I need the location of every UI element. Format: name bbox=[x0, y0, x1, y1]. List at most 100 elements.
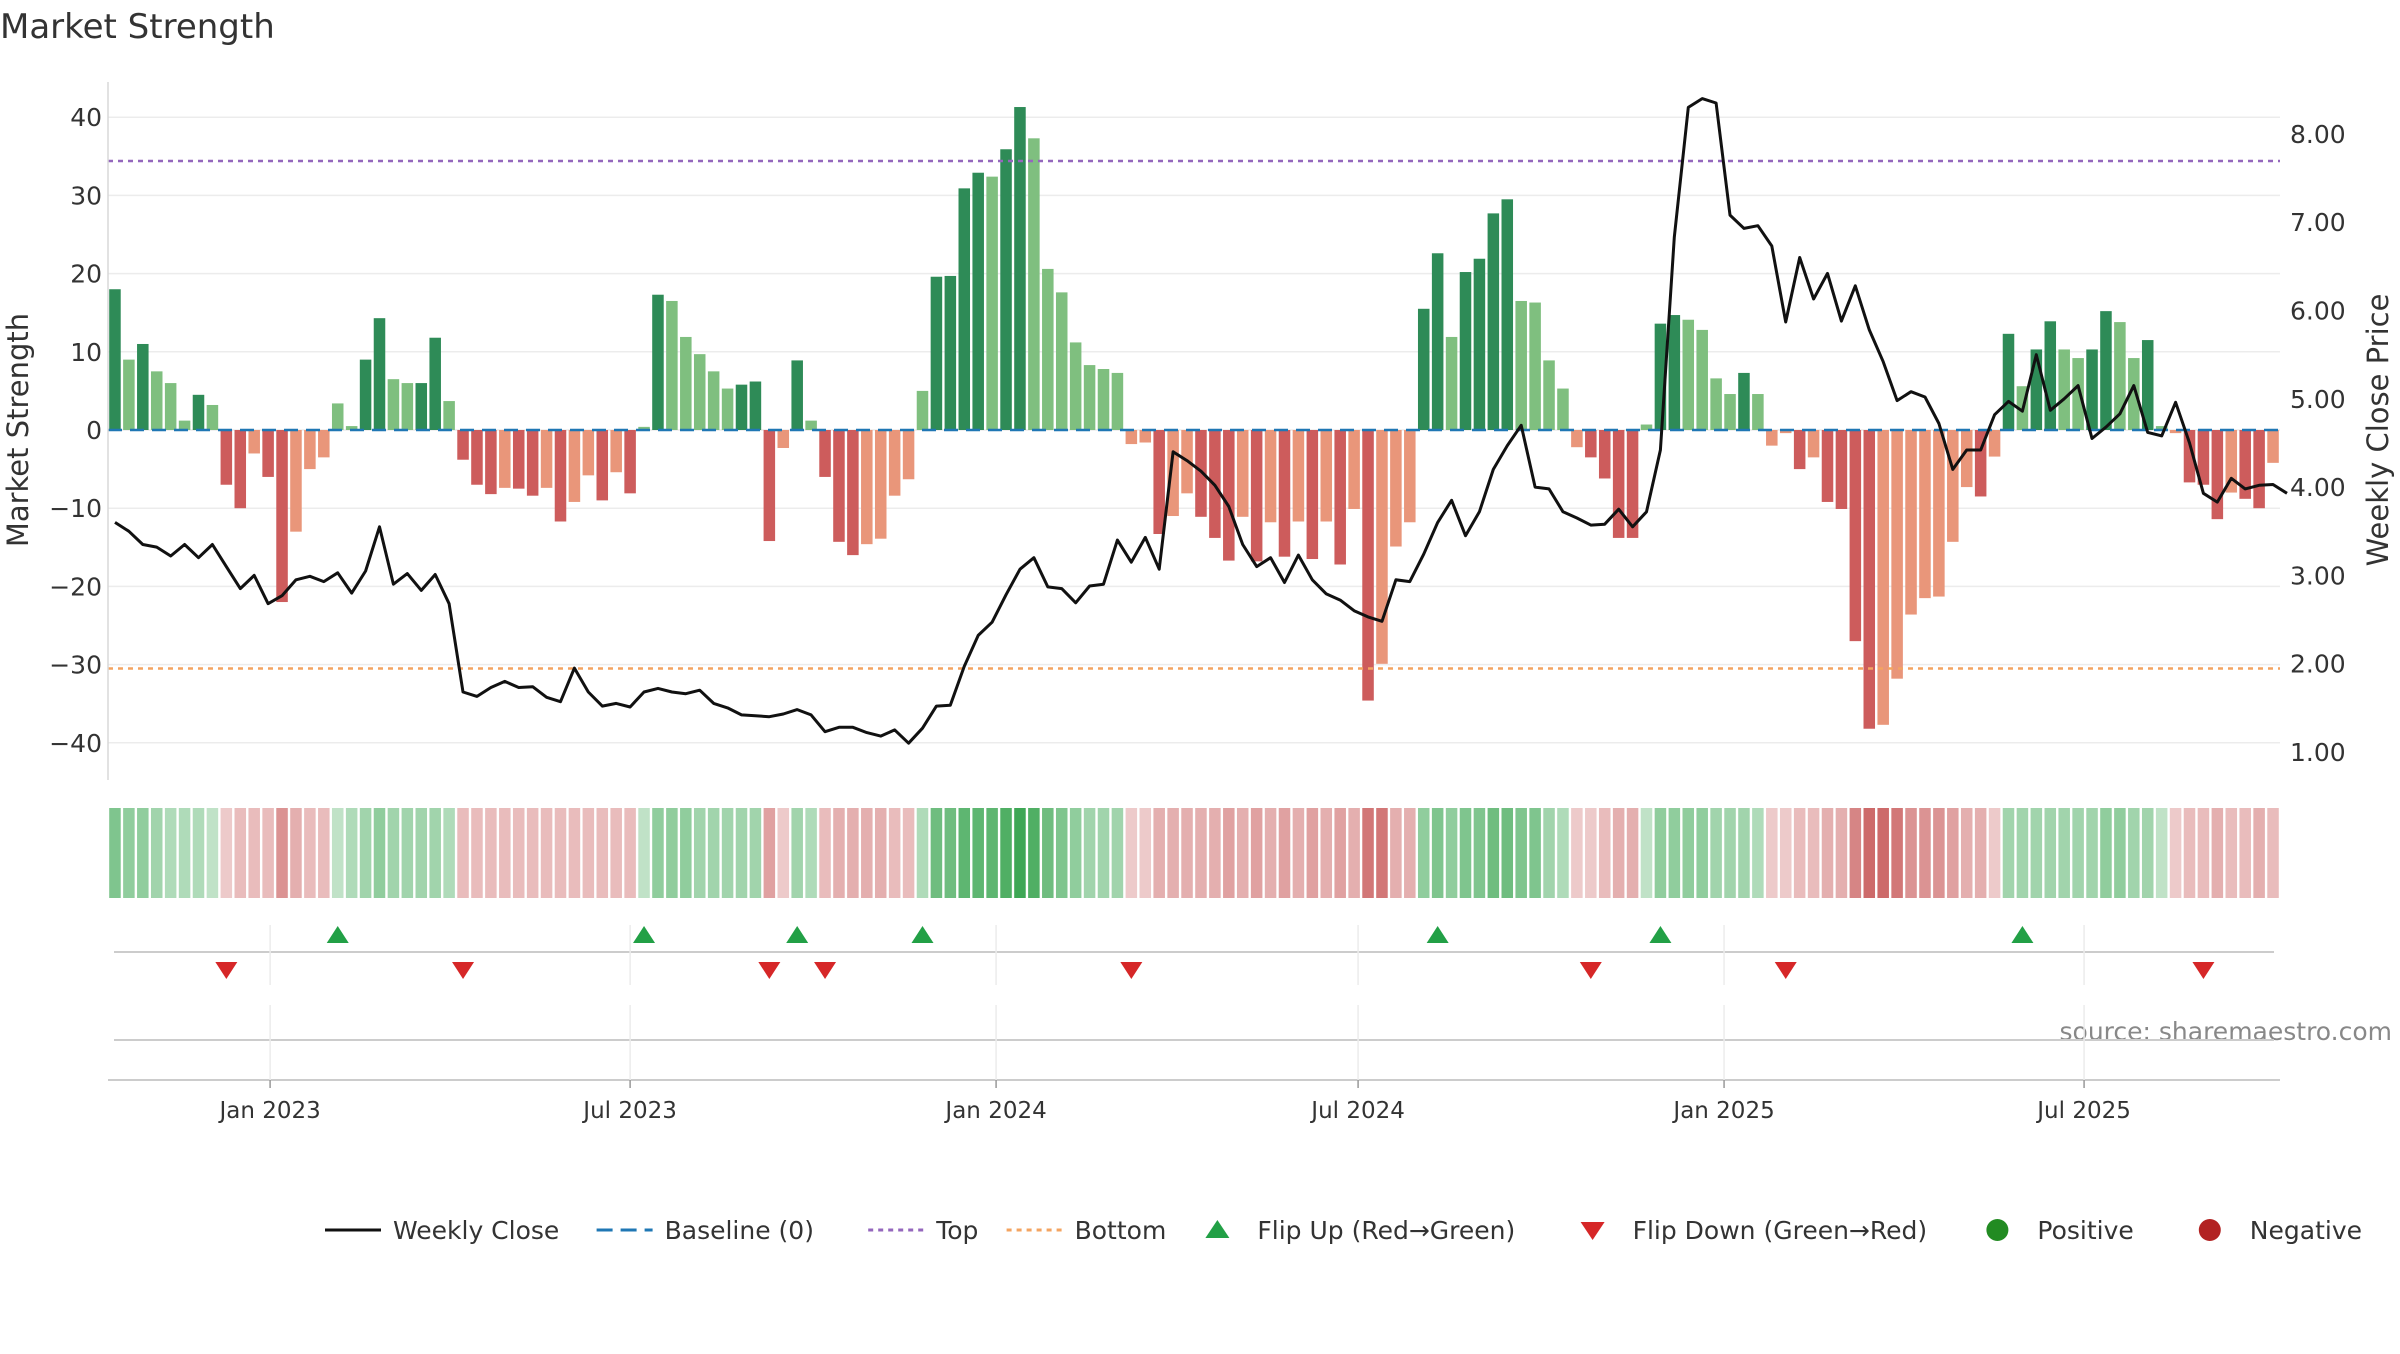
band-cell bbox=[2072, 808, 2084, 898]
strength-bar bbox=[1668, 315, 1681, 430]
strength-bar bbox=[1000, 149, 1012, 430]
strength-bar bbox=[749, 381, 762, 430]
strength-bar bbox=[2128, 358, 2140, 430]
strength-bar bbox=[986, 176, 998, 430]
band-cell bbox=[1278, 808, 1291, 898]
strength-bar bbox=[1223, 430, 1235, 561]
band-cell bbox=[833, 808, 845, 898]
strength-bar bbox=[2267, 430, 2279, 463]
band-cell bbox=[902, 808, 915, 898]
strength-bar bbox=[1807, 430, 1820, 458]
legend-swatch-negative bbox=[2198, 1219, 2221, 1241]
strength-bar bbox=[1320, 430, 1333, 522]
strength-band-strip bbox=[109, 808, 2279, 898]
flip-up-marker bbox=[1649, 926, 1672, 943]
band-cell bbox=[192, 808, 205, 898]
flip-down-marker bbox=[2192, 962, 2215, 979]
band-cell bbox=[1473, 808, 1486, 898]
legend-label: Weekly Close bbox=[393, 1216, 559, 1245]
strength-bar bbox=[1153, 430, 1165, 535]
band-cell bbox=[596, 808, 609, 898]
band-cell bbox=[1083, 808, 1096, 898]
flip-up-marker bbox=[1426, 926, 1449, 943]
band-cell bbox=[777, 808, 790, 898]
strength-bar bbox=[1362, 430, 1374, 701]
band-cell bbox=[1821, 808, 1834, 898]
band-cell bbox=[1181, 808, 1193, 898]
strength-bar bbox=[1793, 430, 1806, 470]
band-cell bbox=[1431, 808, 1444, 898]
band-cell bbox=[2100, 808, 2112, 898]
strength-bar bbox=[1501, 199, 1514, 430]
strength-bar bbox=[1974, 430, 1987, 497]
strength-bar bbox=[2155, 426, 2168, 430]
source-label: source: sharemaestro.com bbox=[2060, 1017, 2393, 1046]
band-cell bbox=[1209, 808, 1221, 898]
flip-down-marker bbox=[1120, 962, 1143, 979]
y-left-tick-label: 10 bbox=[70, 338, 102, 367]
strength-bar bbox=[1626, 430, 1639, 538]
y-left-tick-label: 30 bbox=[70, 181, 102, 210]
band-cell bbox=[526, 808, 539, 898]
strength-bar bbox=[1390, 430, 1402, 547]
band-cell bbox=[916, 808, 929, 898]
strength-bar bbox=[1167, 430, 1179, 517]
band-cell bbox=[234, 808, 247, 898]
strength-bar bbox=[1891, 430, 1903, 679]
strength-bar bbox=[721, 388, 734, 430]
chart-title: Market Strength bbox=[0, 7, 275, 47]
band-cell bbox=[1264, 808, 1277, 898]
strength-bar bbox=[1724, 394, 1736, 430]
strength-bar bbox=[1055, 292, 1068, 430]
strength-bar bbox=[1292, 430, 1305, 522]
flip-up-marker bbox=[911, 926, 934, 943]
strength-bar bbox=[1515, 300, 1527, 430]
strength-bar bbox=[1557, 388, 1569, 430]
strength-bar bbox=[1417, 308, 1430, 430]
strength-bar bbox=[861, 430, 873, 545]
strength-bar bbox=[457, 430, 469, 460]
band-cell bbox=[582, 808, 595, 898]
y-left-tick-label: −10 bbox=[49, 494, 102, 523]
band-cell bbox=[220, 808, 233, 898]
strength-bar bbox=[526, 430, 539, 496]
band-cell bbox=[2183, 808, 2196, 898]
band-cell bbox=[1362, 808, 1374, 898]
strength-bar bbox=[137, 343, 149, 430]
strength-bar bbox=[972, 172, 984, 431]
band-cell bbox=[1014, 808, 1026, 898]
strength-bar bbox=[1042, 268, 1054, 430]
band-cell bbox=[2239, 808, 2251, 898]
strength-bar bbox=[1473, 258, 1486, 430]
band-cell bbox=[1974, 808, 1987, 898]
flip-up-marker bbox=[326, 926, 349, 943]
band-cell bbox=[972, 808, 984, 898]
band-cell bbox=[276, 808, 288, 898]
legend-label: Bottom bbox=[1075, 1216, 1167, 1245]
band-cell bbox=[1654, 808, 1667, 898]
band-cell bbox=[1000, 808, 1012, 898]
band-cell bbox=[1153, 808, 1165, 898]
strength-bar bbox=[220, 430, 233, 485]
strength-bar bbox=[610, 430, 622, 473]
strength-bar bbox=[150, 371, 163, 430]
strength-bar bbox=[234, 430, 247, 509]
band-cell bbox=[1947, 808, 1959, 898]
band-cell bbox=[109, 808, 121, 898]
x-tick-label: Jan 2025 bbox=[1671, 1098, 1774, 1124]
band-cell bbox=[373, 808, 386, 898]
band-cell bbox=[861, 808, 873, 898]
band-cell bbox=[1612, 808, 1625, 898]
legend-swatch-flip-down bbox=[1580, 1222, 1605, 1240]
band-cell bbox=[819, 808, 831, 898]
band-cell bbox=[2058, 808, 2070, 898]
strength-bar bbox=[791, 360, 803, 430]
strength-bar bbox=[930, 276, 943, 430]
flip-up-marker bbox=[786, 926, 809, 943]
band-cell bbox=[568, 808, 581, 898]
band-cell bbox=[805, 808, 817, 898]
band-cell bbox=[499, 808, 511, 898]
strength-bar bbox=[2211, 430, 2224, 520]
band-cell bbox=[680, 808, 692, 898]
band-cell bbox=[123, 808, 135, 898]
